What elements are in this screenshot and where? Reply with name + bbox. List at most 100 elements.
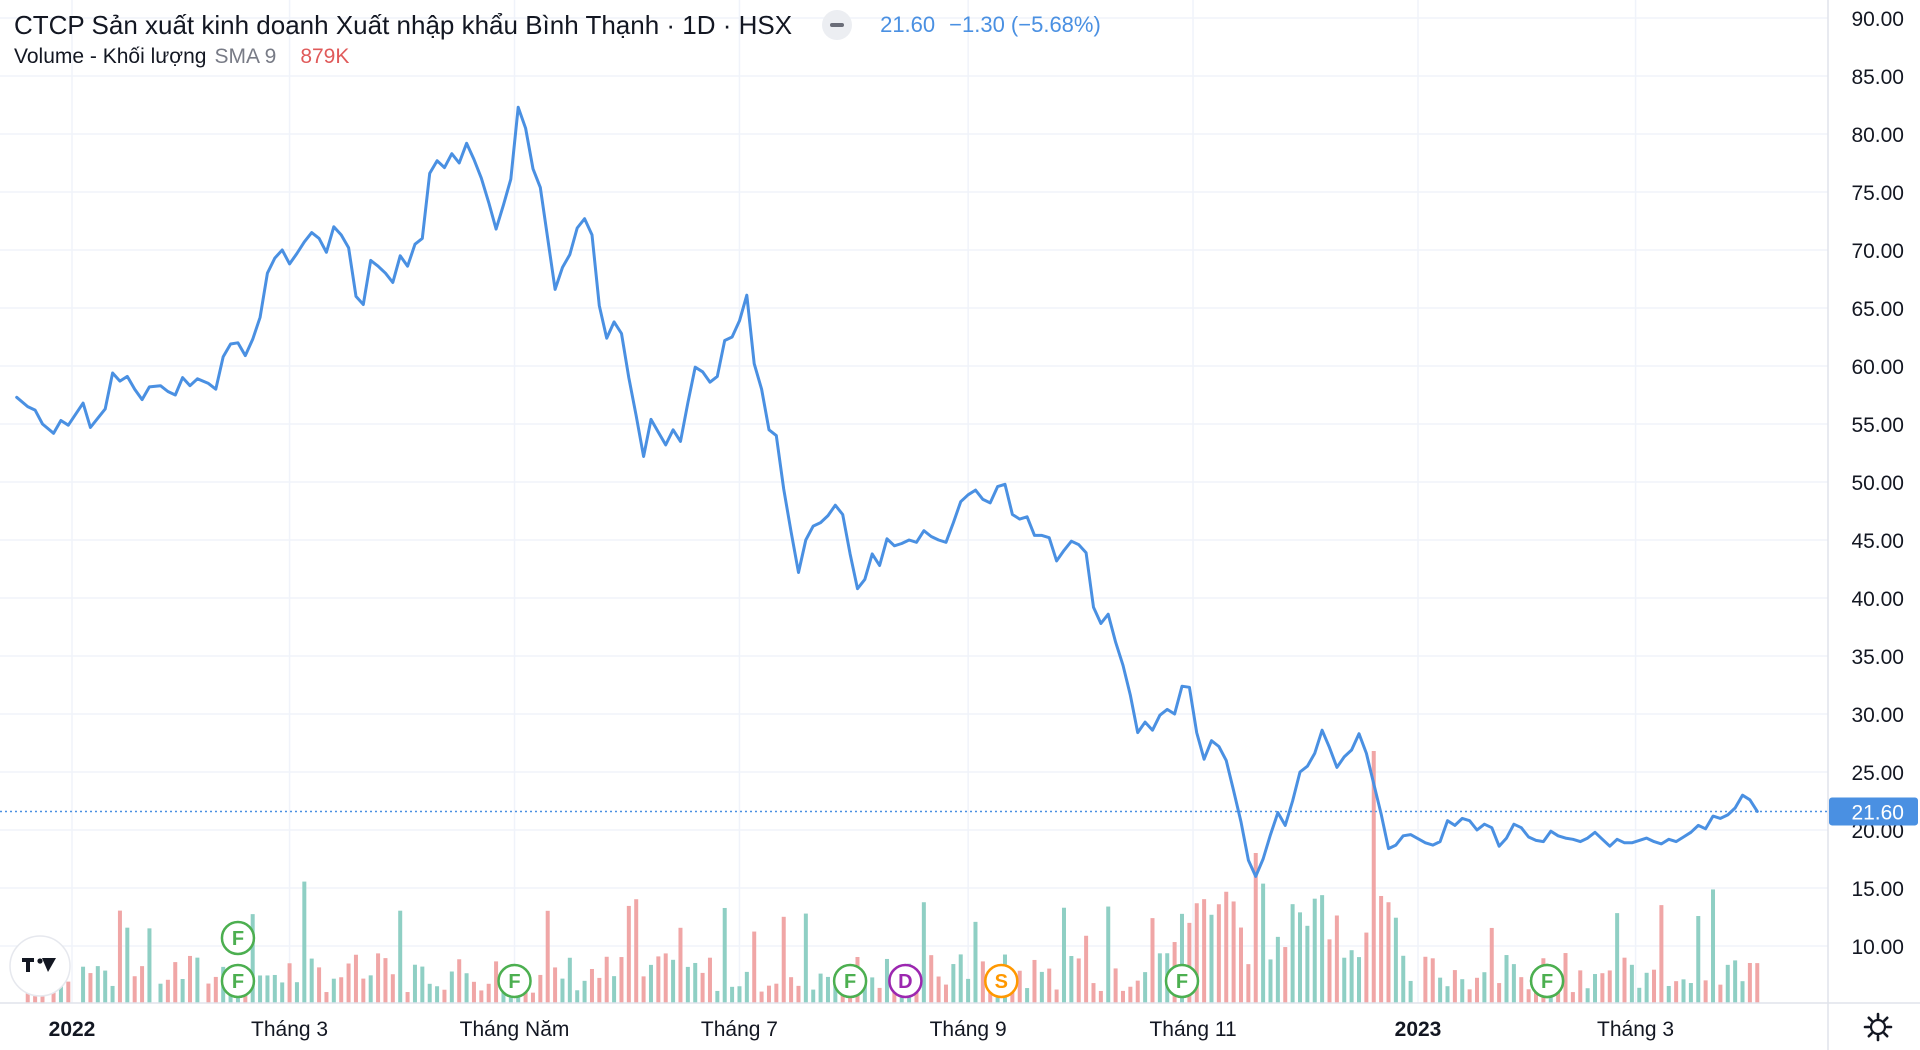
volume-bar (173, 962, 178, 1003)
volume-bar (833, 979, 838, 1003)
volume-bar (1143, 972, 1148, 1003)
price-axis-tick[interactable]: 40.00 (1851, 588, 1904, 611)
volume-bar (730, 986, 735, 1003)
volume-bar (545, 910, 550, 1003)
volume-bar (494, 961, 499, 1003)
volume-bar (1275, 936, 1280, 1003)
volume-bar (604, 956, 609, 1003)
volume-bar (280, 982, 285, 1003)
volume-bar (1438, 977, 1443, 1003)
volume-bar (346, 963, 351, 1003)
volume-bar (1334, 915, 1339, 1003)
volume-bar (132, 976, 137, 1003)
price-axis-tick[interactable]: 10.00 (1851, 936, 1904, 959)
volume-bar (589, 968, 594, 1003)
event-marker-letter: F (232, 971, 244, 993)
volume-bar (1637, 987, 1642, 1003)
event-marker[interactable] (1164, 963, 1200, 999)
volume-indicator-label[interactable]: Volume - Khối lượng (14, 45, 207, 68)
price-axis-tick[interactable]: 45.00 (1851, 530, 1904, 553)
event-marker-letter: F (1176, 971, 1188, 993)
event-marker[interactable] (220, 920, 256, 956)
volume-bar (1401, 955, 1406, 1003)
volume-bar (213, 976, 218, 1003)
volume-bar (427, 983, 432, 1003)
price-axis-tick[interactable]: 15.00 (1851, 878, 1904, 901)
price-line[interactable] (15, 105, 1759, 878)
tradingview-logo[interactable] (9, 935, 71, 997)
volume-bar (324, 992, 329, 1003)
volume-bar (1393, 917, 1398, 1003)
volume-bar (1312, 898, 1317, 1003)
event-marker[interactable] (888, 963, 923, 999)
price-axis-tick[interactable]: 85.00 (1851, 66, 1904, 89)
volume-bar (1150, 918, 1155, 1003)
volume-bar (530, 992, 535, 1003)
time-axis-label[interactable]: Tháng 9 (930, 1018, 1007, 1041)
volume-bar (1563, 953, 1568, 1003)
volume-bar (1091, 983, 1096, 1003)
volume-bar (678, 927, 683, 1003)
price-axis-tick[interactable]: 65.00 (1851, 298, 1904, 321)
volume-bar (1607, 970, 1612, 1003)
volume-bar (1076, 958, 1081, 1003)
volume-bar (553, 967, 558, 1003)
price-axis-tick[interactable]: 55.00 (1851, 414, 1904, 437)
price-axis-tick[interactable]: 70.00 (1851, 240, 1904, 263)
time-axis-label[interactable]: Tháng 3 (1597, 1018, 1674, 1041)
settings-gear-icon[interactable] (1863, 1012, 1893, 1042)
volume-bar (449, 971, 454, 1003)
event-marker[interactable] (220, 963, 256, 999)
volume-bar (1379, 895, 1384, 1003)
volume-bar (464, 973, 469, 1003)
price-axis-tick[interactable]: 20.00 (1851, 820, 1904, 843)
time-axis-label[interactable]: Tháng Năm (460, 1018, 570, 1041)
time-axis-label[interactable]: Tháng 7 (701, 1018, 778, 1041)
event-marker[interactable] (497, 963, 532, 999)
volume-bar (140, 966, 145, 1003)
price-axis-tick[interactable]: 50.00 (1851, 472, 1904, 495)
volume-bar (398, 910, 403, 1003)
volume-bar (1696, 916, 1701, 1003)
volume-bar (405, 992, 410, 1003)
price-axis-tick[interactable]: 80.00 (1851, 124, 1904, 147)
volume-bar (486, 983, 491, 1003)
volume-bar (479, 990, 484, 1003)
volume-bar (1489, 927, 1494, 1003)
volume-bar (442, 989, 447, 1003)
event-marker-letter: F (1541, 971, 1553, 993)
volume-bar (1593, 974, 1598, 1003)
time-axis-label[interactable]: 2022 (49, 1018, 96, 1041)
price-axis-tick[interactable]: 75.00 (1851, 182, 1904, 205)
price-axis-tick[interactable]: 35.00 (1851, 646, 1904, 669)
volume-bar (840, 990, 845, 1003)
volume-bar (1305, 925, 1310, 1003)
volume-bar (781, 916, 786, 1003)
price-axis-tick[interactable]: 25.00 (1851, 762, 1904, 785)
price-axis-tick[interactable]: 60.00 (1851, 356, 1904, 379)
price-axis-tick[interactable]: 30.00 (1851, 704, 1904, 727)
volume-bar (1061, 907, 1066, 1003)
time-axis-label[interactable]: Tháng 11 (1149, 1018, 1236, 1041)
event-marker[interactable] (832, 963, 868, 999)
symbol-title[interactable]: CTCP Sản xuất kinh doanh Xuất nhập khẩu … (14, 9, 793, 40)
volume-bar (538, 974, 543, 1003)
price-axis-tick[interactable]: 90.00 (1851, 8, 1904, 31)
volume-bar (1246, 964, 1251, 1003)
volume-bar (759, 991, 764, 1003)
volume-bar (1659, 905, 1664, 1003)
event-marker[interactable] (1529, 963, 1565, 999)
volume-sma-label: SMA 9 (214, 45, 277, 68)
last-price-label: 21.60 (1851, 801, 1904, 824)
event-marker-letter: S (995, 971, 1008, 993)
volume-bar (1128, 986, 1133, 1003)
volume-bar (943, 984, 948, 1003)
time-axis-label[interactable]: Tháng 3 (251, 1018, 328, 1041)
event-marker[interactable] (984, 963, 1019, 999)
volume-bar (158, 983, 163, 1003)
volume-bar (966, 978, 971, 1003)
collapse-legend-icon[interactable] (822, 10, 853, 40)
time-axis-label[interactable]: 2023 (1395, 1018, 1442, 1041)
